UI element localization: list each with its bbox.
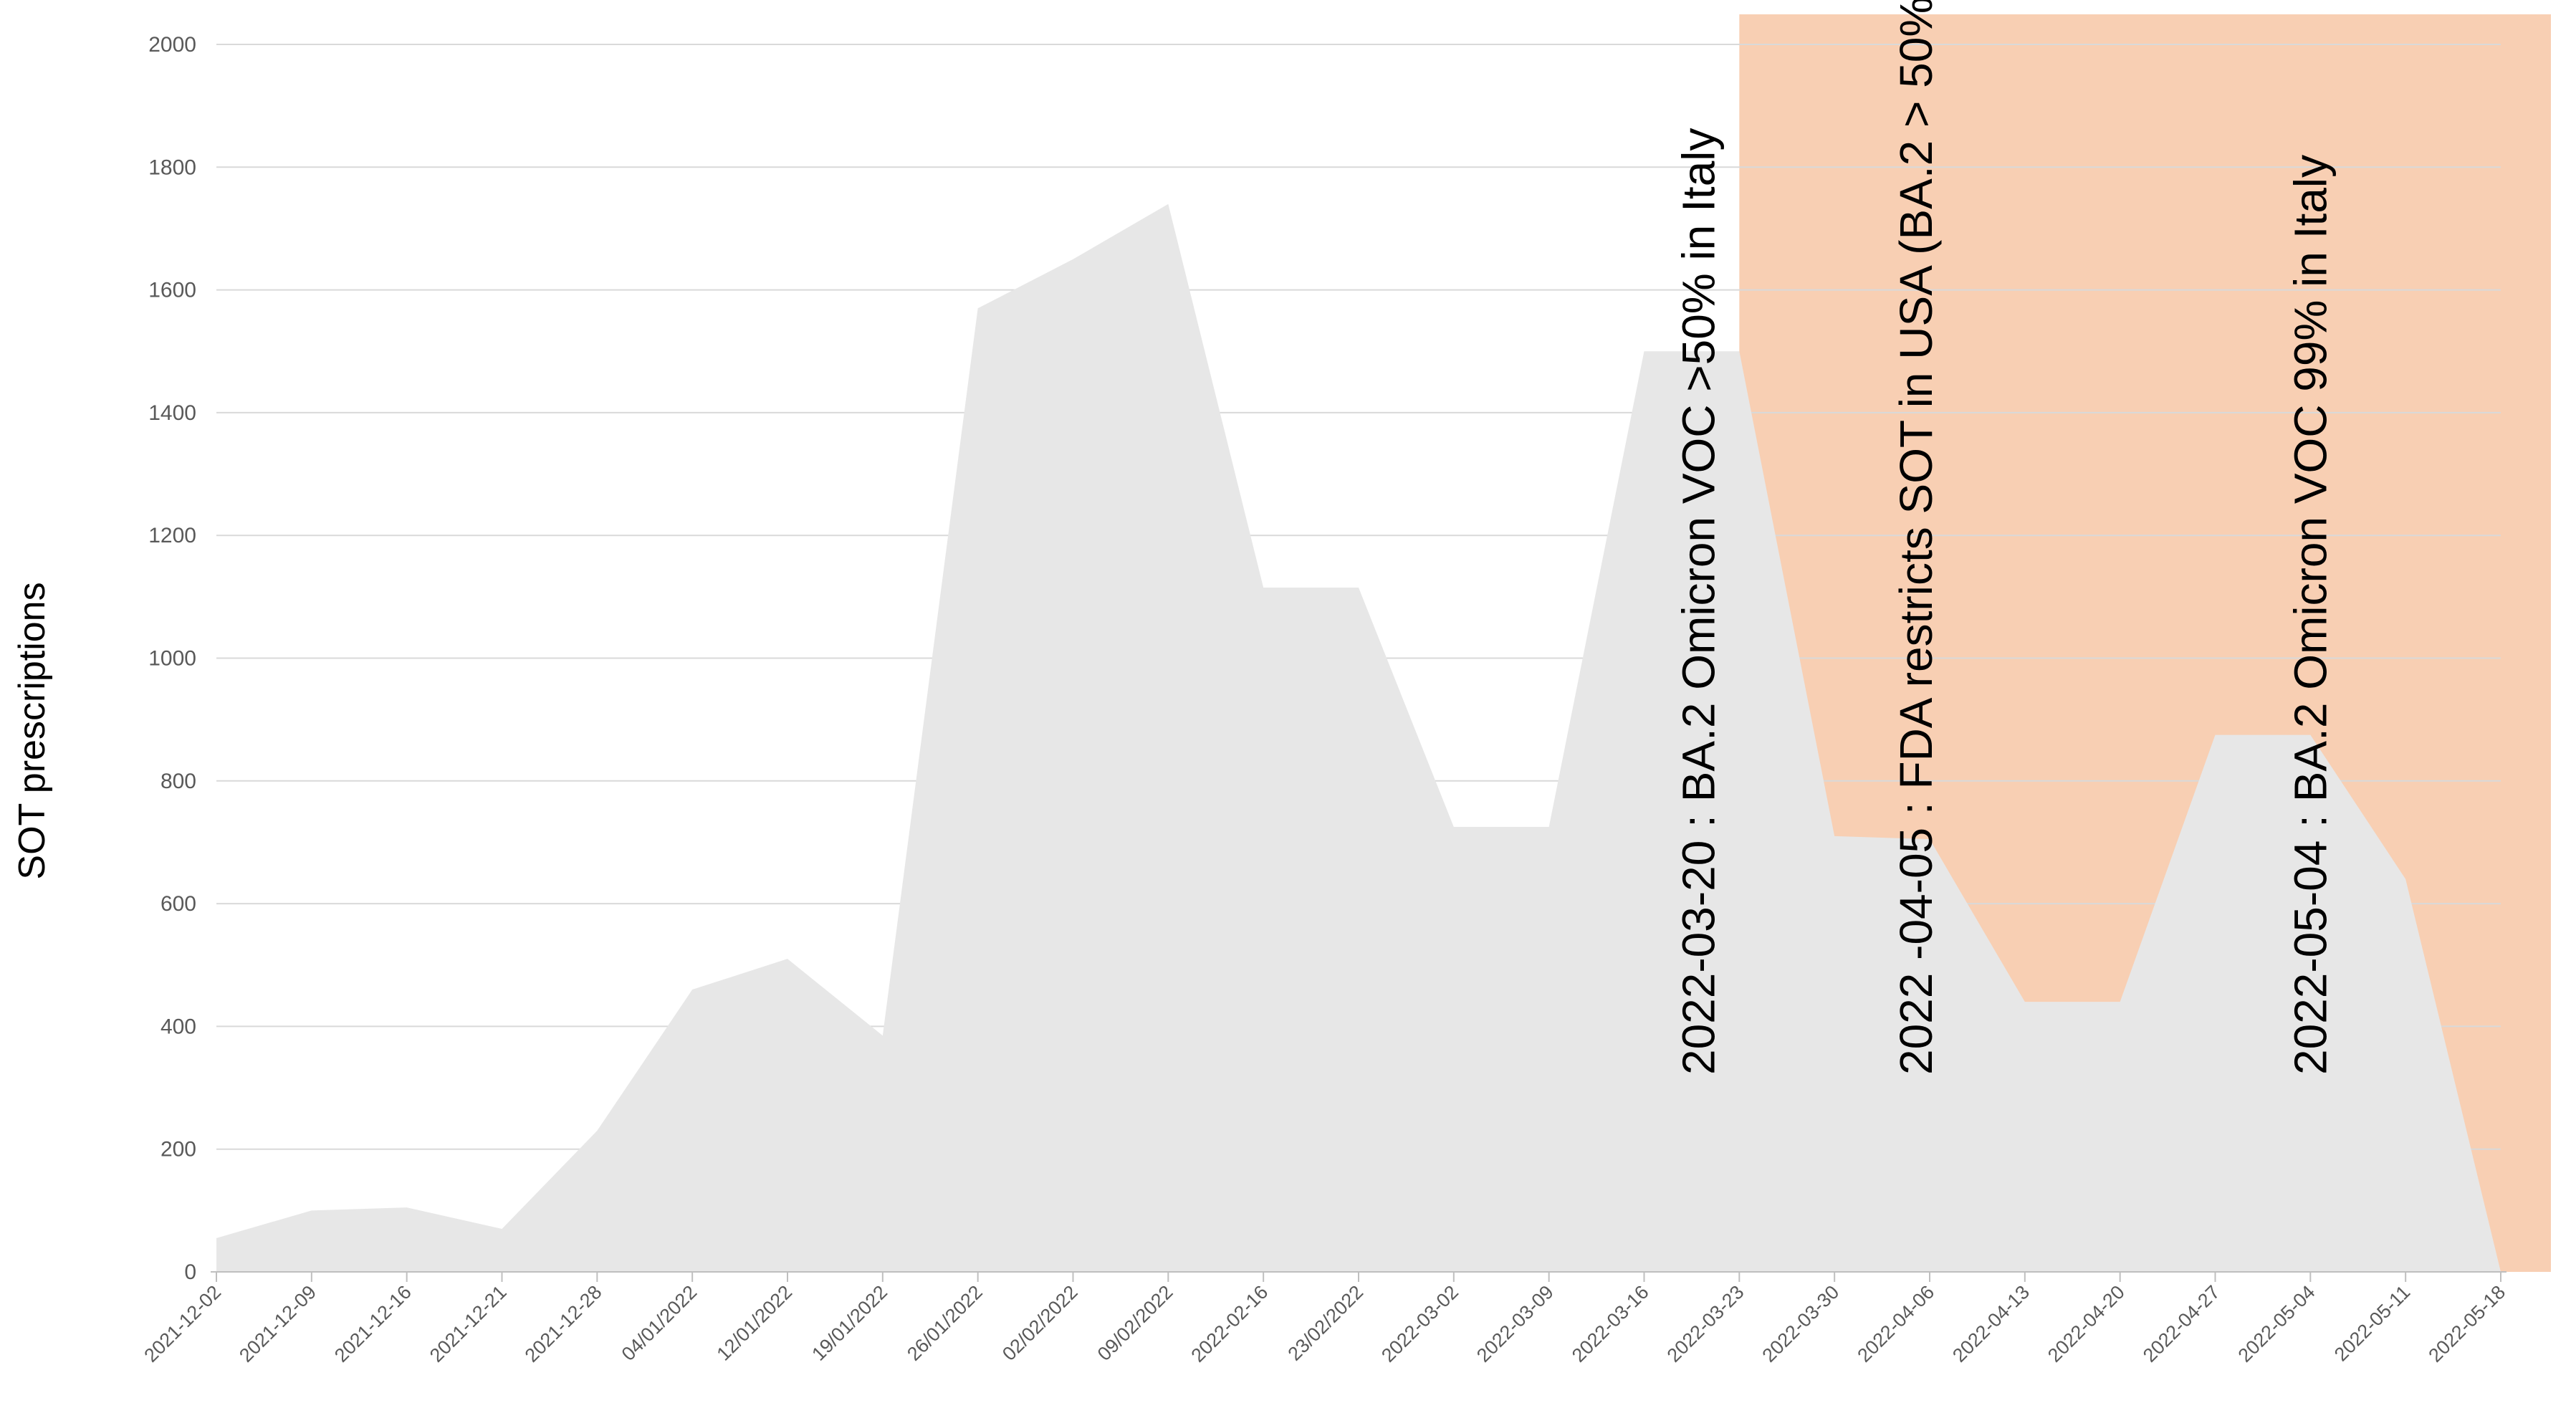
y-tick-label: 1600 [148,279,196,302]
data-point [595,1129,599,1133]
x-tick-label: 2022-03-09 [1473,1281,1558,1366]
data-point [310,1208,314,1212]
x-tick-label: 2022-05-18 [2424,1281,2509,1366]
y-tick-label: 1400 [148,401,196,425]
x-tick-label: 2021-12-16 [330,1281,416,1366]
x-tick-label: 2022-03-23 [1663,1281,1748,1366]
x-tick-label: 12/01/2022 [712,1281,796,1365]
x-tick-label: 19/01/2022 [808,1281,891,1365]
x-tick-label: 2022-05-11 [2330,1281,2414,1365]
annotation-label: 2022-05-04 : BA.2 Omicron VOC 99% in Ita… [2284,155,2336,1075]
x-tick-label: 26/01/2022 [903,1281,987,1365]
y-tick-label: 0 [184,1260,196,1284]
data-point [1737,349,1741,353]
x-tick-label: 2022-04-20 [2044,1281,2129,1366]
x-tick-label: 2021-12-02 [140,1281,225,1366]
x-tick-label: 2022-05-04 [2234,1281,2319,1366]
data-point [881,1033,885,1038]
data-point [1261,585,1265,590]
data-point [214,1236,219,1240]
y-tick-label: 1800 [148,155,196,179]
annotation-label: 2022-03-20 : BA.2 Omicron VOC >50% in It… [1672,128,1724,1075]
data-point [1642,349,1647,353]
x-tick-label: 2022-03-02 [1377,1281,1462,1366]
x-tick-label: 2022-02-16 [1187,1281,1273,1366]
annotations: 2022-03-20 : BA.2 Omicron VOC >50% in It… [1672,0,2336,1075]
data-point [2118,1000,2122,1004]
x-tick-label: 2021-12-28 [521,1281,606,1366]
data-point [1452,825,1456,829]
data-point [2023,1000,2027,1004]
data-point [1832,834,1837,838]
data-point [785,957,790,961]
x-tick-label: 23/02/2022 [1283,1281,1367,1365]
x-tick-label: 04/01/2022 [618,1281,702,1365]
y-axis-label: SOT prescriptions [11,582,53,879]
data-point [1547,825,1551,829]
x-tick-label: 2022-04-06 [1853,1281,1938,1366]
annotation-label: 2022 -04-05 : FDA restricts SOT in USA (… [1890,0,1942,1075]
data-point [690,987,694,992]
y-tick-label: 1000 [148,647,196,671]
y-tick-label: 2000 [148,33,196,57]
series-area [216,203,2501,1273]
x-tick-label: 2021-12-09 [235,1281,320,1366]
y-tick-label: 800 [161,770,196,793]
x-tick-label: 09/02/2022 [1093,1281,1177,1365]
data-point [2213,733,2218,737]
x-tick-label: 2022-04-27 [2139,1281,2224,1366]
y-tick-label: 200 [161,1138,196,1162]
data-point [1166,202,1170,206]
x-tick-label: 2021-12-21 [426,1281,511,1366]
x-tick-label: 2022-03-30 [1758,1281,1844,1366]
x-tick-label: 2022-04-13 [1948,1281,2034,1366]
data-point [1356,585,1361,590]
data-point [405,1205,409,1210]
y-tick-label: 400 [161,1015,196,1038]
y-tick-label: 1200 [148,524,196,547]
data-point [1071,257,1076,262]
y-tick-label: 600 [161,892,196,916]
x-tick-label: 02/02/2022 [998,1281,1082,1365]
x-tick-label: 2022-03-16 [1568,1281,1653,1366]
data-point [976,306,980,310]
data-point [2403,877,2408,881]
data-point [500,1227,504,1231]
series-layer [214,202,2501,1273]
